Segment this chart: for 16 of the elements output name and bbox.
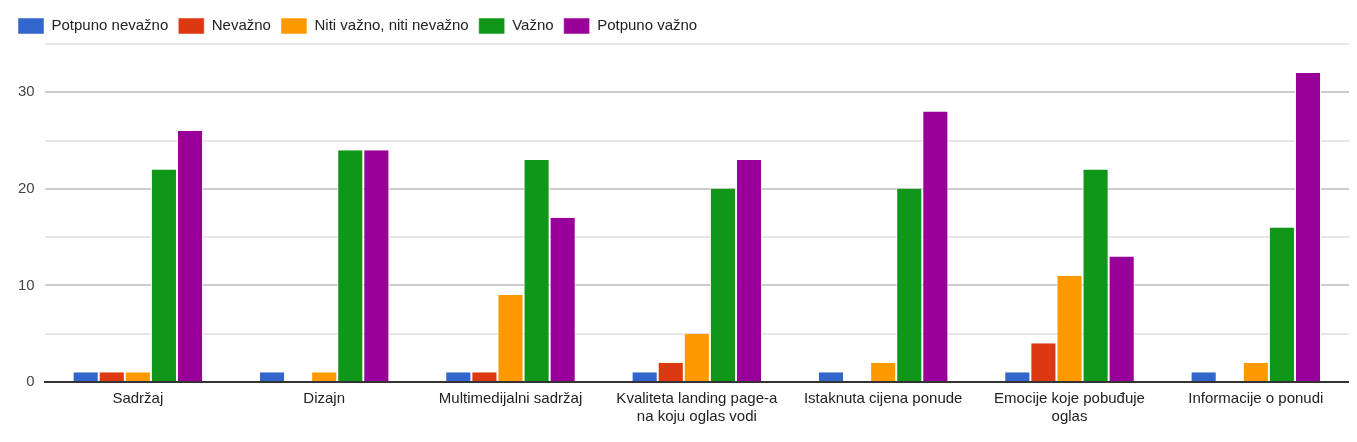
x-tick-label: Multimedijalni sadržaj xyxy=(438,389,583,407)
x-tick-label: Dizajn xyxy=(303,389,346,407)
legend-label: Važno xyxy=(512,16,554,34)
x-tick-label: Sadržaj xyxy=(112,389,164,407)
legend-label: Nevažno xyxy=(211,16,271,34)
x-tick-label: Informacije o ponudi xyxy=(1188,389,1324,407)
x-tick-label: Emocije koje pobuđuje oglas xyxy=(994,389,1145,425)
y-tick-label: 10 xyxy=(18,275,35,293)
legend-label: Niti važno, niti nevažno xyxy=(314,16,469,34)
y-tick-label: 20 xyxy=(18,179,35,196)
x-tick-label: Istaknuta cijena ponude xyxy=(803,389,963,407)
legend-label: Potpuno nevažno xyxy=(51,16,169,34)
y-tick-label: 0 xyxy=(26,372,35,390)
y-tick-label: 30 xyxy=(18,82,35,100)
x-tick-label: Kvaliteta landing page-a na koju oglas vodi xyxy=(616,389,778,425)
legend-label: Potpuno važno xyxy=(597,16,698,34)
